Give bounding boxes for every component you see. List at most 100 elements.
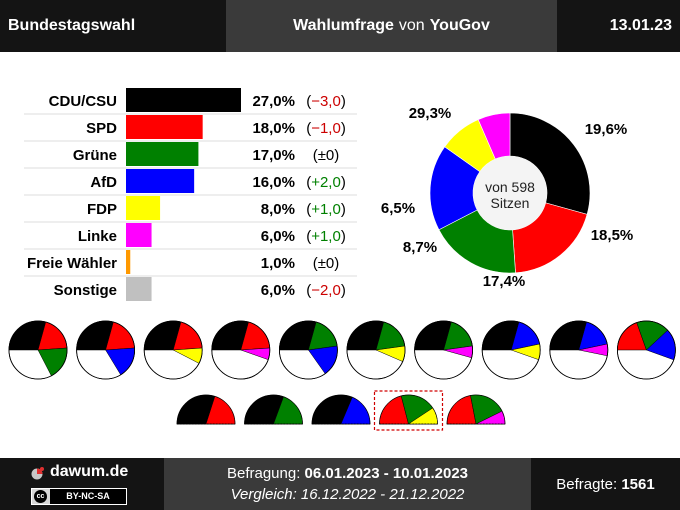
vote-change-label: (−3,0) xyxy=(306,93,346,110)
party-name: Grüne xyxy=(73,147,117,164)
party-name: Sonstige xyxy=(54,282,117,299)
party-name: FDP xyxy=(87,201,117,218)
brand-name[interactable]: dawum.de xyxy=(50,463,129,480)
respondents-count: 1561 xyxy=(621,475,655,493)
poll-label: Wahlumfrage xyxy=(293,17,394,34)
vote-change-label: (−1,0) xyxy=(306,120,346,137)
party-row: Linke 6,0% (+1,0) xyxy=(24,223,357,250)
vote-change-label: (+1,0) xyxy=(306,228,346,245)
coalition-pie-border xyxy=(76,320,135,380)
coalition-slice xyxy=(446,395,477,425)
license-badge[interactable]: cc BY-NC-SA xyxy=(31,488,127,505)
compare-period: 16.12.2022 - 21.12.2022 xyxy=(300,486,465,503)
header-poll: Wahlumfrage von YouGov xyxy=(226,0,557,52)
coalition-pie-border xyxy=(481,320,541,380)
footer-brand: dawum.de cc BY-NC-SA xyxy=(0,458,164,510)
survey-period-line: Befragung: 06.01.2023 - 10.01.2023 xyxy=(164,465,531,482)
party-name: Freie Wähler xyxy=(27,255,117,272)
poll-chart: CDU/CSU 27,0% (−3,0) SPD 18,0% (−1,0) Grüne 17,… xyxy=(8,88,676,431)
coalition-chart xyxy=(481,320,541,380)
coalition-slice xyxy=(244,394,284,425)
seat-share-label: 18,5% xyxy=(591,227,634,244)
survey-period: 06.01.2023 - 10.01.2023 xyxy=(304,465,469,482)
vote-change-label: (±0) xyxy=(313,147,340,164)
coalition-chart xyxy=(244,394,303,425)
coalition-pie-border xyxy=(346,320,406,380)
vote-share-label: 6,0% xyxy=(261,228,295,245)
coalition-pie-border xyxy=(549,320,609,380)
donut-center xyxy=(473,156,547,230)
footer-respondents: Befragte: 1561 xyxy=(531,458,680,510)
coalition-slice xyxy=(400,394,434,425)
vote-bar xyxy=(126,277,152,301)
seat-share-label: 17,4% xyxy=(483,273,526,290)
respondents-label: Befragte: xyxy=(556,475,618,493)
coalition-chart xyxy=(549,320,609,380)
vote-change-label: (+2,0) xyxy=(306,174,346,191)
header-date-text: 13.01.23 xyxy=(609,17,672,34)
party-name: CDU/CSU xyxy=(49,93,117,110)
vote-change-label: (+1,0) xyxy=(306,201,346,218)
party-row: AfD 16,0% (+2,0) xyxy=(24,169,357,196)
coalition-chart xyxy=(8,320,68,380)
coalition-pie-border xyxy=(143,320,203,380)
vote-change-label: (±0) xyxy=(313,255,340,272)
vote-share-label: 18,0% xyxy=(252,120,295,137)
dawum-logo-icon xyxy=(31,467,44,480)
coalition-pie-border xyxy=(8,320,68,380)
seat-share-label: 8,7% xyxy=(403,239,437,256)
seat-share-label: 6,5% xyxy=(381,200,415,217)
vote-share-label: 17,0% xyxy=(252,147,295,164)
vote-bar xyxy=(126,169,195,193)
party-row: FDP 8,0% (+1,0) xyxy=(24,196,357,223)
party-row: SPD 18,0% (−1,0) xyxy=(24,115,357,142)
cc-icon: cc xyxy=(34,490,47,503)
coalition-highlight-box xyxy=(373,390,444,431)
coalition-chart xyxy=(311,394,371,425)
coalition-chart xyxy=(143,320,203,380)
coalition-chart xyxy=(176,394,236,425)
party-row: Sonstige 6,0% (−2,0) xyxy=(54,277,346,301)
vote-share-label: 6,0% xyxy=(261,282,295,299)
vote-share-label: 16,0% xyxy=(252,174,295,191)
party-name: AfD xyxy=(90,174,117,191)
party-row: Grüne 17,0% (±0) xyxy=(24,142,357,169)
coalition-chart xyxy=(617,320,676,380)
vote-share-label: 27,0% xyxy=(252,93,295,110)
vote-change-label: (−2,0) xyxy=(306,282,346,299)
coalition-pie-border xyxy=(278,320,338,380)
compare-label: Vergleich: xyxy=(230,486,297,503)
seat-share-label: 19,6% xyxy=(585,121,628,138)
coalition-chart xyxy=(76,320,135,380)
vote-bar xyxy=(126,88,241,112)
header-title: Bundestagswahl xyxy=(0,0,226,52)
compare-period-line: Vergleich: 16.12.2022 - 21.12.2022 xyxy=(164,486,531,503)
coalition-slice xyxy=(311,394,353,425)
coalition-pie-border xyxy=(617,320,676,380)
coalition-chart xyxy=(211,320,271,380)
coalition-slice xyxy=(176,394,216,425)
coalition-pie-border xyxy=(414,320,474,380)
vote-bar xyxy=(126,142,199,166)
coalition-slice xyxy=(205,396,236,425)
vote-bar xyxy=(126,250,131,274)
coalition-slice xyxy=(470,394,503,425)
coalition-slice xyxy=(379,395,409,425)
coalition-chart xyxy=(346,320,406,380)
party-name: Linke xyxy=(78,228,117,245)
coalition-chart xyxy=(373,390,444,431)
coalition-chart xyxy=(414,320,474,380)
footer-survey: Befragung: 06.01.2023 - 10.01.2023 Vergl… xyxy=(164,458,531,510)
coalition-chart xyxy=(446,394,506,425)
vote-bar xyxy=(126,115,203,139)
seat-share-label: 29,3% xyxy=(409,105,452,122)
coalition-chart xyxy=(278,320,338,380)
seat-unit-label: Sitzen xyxy=(491,195,530,211)
license-text: BY-NC-SA xyxy=(50,489,126,504)
pollster-name: YouGov xyxy=(429,17,490,34)
vote-share-label: 8,0% xyxy=(261,201,295,218)
vote-bar xyxy=(126,223,152,247)
vote-bar xyxy=(126,196,161,220)
vote-share-label: 1,0% xyxy=(261,255,295,272)
party-row: CDU/CSU 27,0% (−3,0) xyxy=(24,88,357,115)
